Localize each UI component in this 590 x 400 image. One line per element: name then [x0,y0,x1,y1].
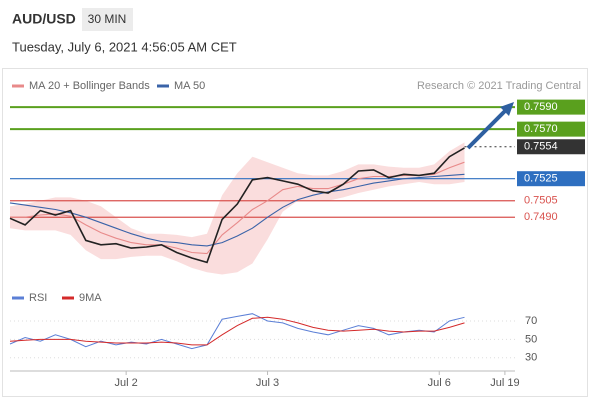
rsi-line [9,316,465,346]
legend-label: RSI [29,292,47,304]
ma-line [9,173,465,247]
level-box [517,121,585,137]
level-label: 0.7570 [524,123,558,135]
level-label: 0.7525 [524,173,558,185]
y-tick-label: 30 [525,352,537,364]
legend-label: 9MA [79,292,102,304]
level-label: 0.7505 [524,195,558,207]
x-tick-label: Jul 2 [115,377,138,389]
plot: Jul 2 Jul 3 Jul 6 Jul 19 MA 20 + Bollinger B… [9,80,585,389]
level-box [517,171,585,187]
interval-box [82,8,133,31]
bollinger-band [10,142,465,275]
arrow-shaft [466,108,508,150]
interval: 30 MIN [88,12,127,26]
level-box [517,139,585,155]
legend-label: MA 50 [174,80,205,92]
y-tick-label: 50 [525,333,537,345]
price-line [9,147,465,264]
legend-label: MA 20 + Bollinger Bands [29,80,150,92]
level-box [517,99,585,115]
x-tick-label: Jul 3 [256,377,279,389]
panel-frame [2,68,588,397]
x-tick-label: Jul 19 [490,377,519,389]
ma-line [10,161,465,255]
arrow-head [500,102,514,116]
x-tick-label: Jul 6 [428,377,451,389]
level-label: 0.7490 [524,211,558,223]
timestamp: Tuesday, July 6, 2021 4:56:05 AM CET [12,39,237,54]
level-label: 0.7590 [524,101,558,113]
credit: Research © 2021 Trading Central [417,80,581,92]
level-label: 0.7554 [524,141,558,153]
rsi-line [9,313,465,350]
y-tick-label: 70 [525,315,537,327]
symbol: AUD/USD [12,11,76,27]
